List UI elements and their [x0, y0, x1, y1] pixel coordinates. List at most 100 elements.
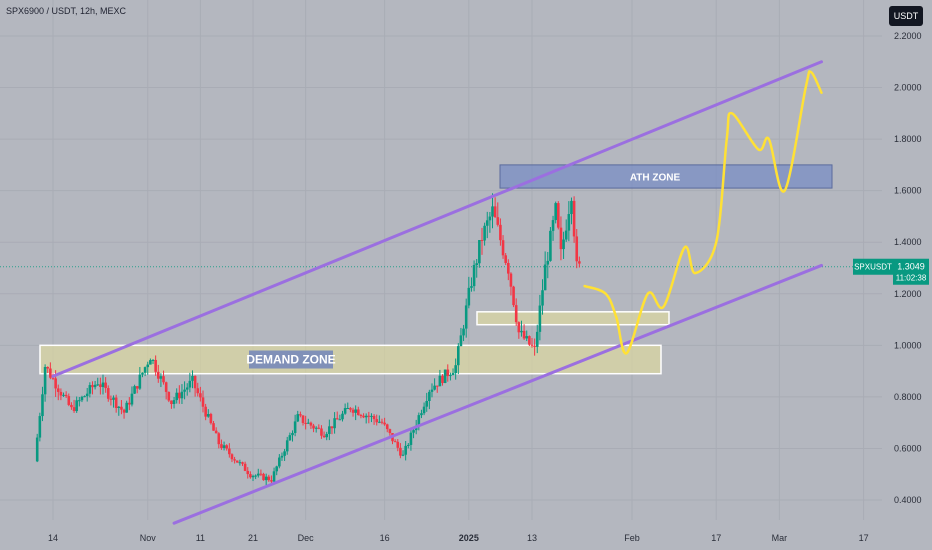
- candle-body: [238, 462, 242, 464]
- candle-body: [312, 425, 315, 429]
- candle-body: [228, 448, 231, 455]
- price-tag-symbol: SPXUSDT: [854, 263, 892, 272]
- price-axis[interactable]: 2.2000 2.0000 1.8000 1.6000 1.4000 1.2000 1.00…: [894, 31, 922, 505]
- candle-body: [325, 433, 329, 438]
- candle-body: [454, 365, 457, 374]
- candle-body: [435, 385, 439, 387]
- candle-body: [301, 415, 305, 423]
- candle-body: [446, 369, 450, 377]
- candle-body: [475, 263, 479, 265]
- candle-body: [278, 457, 281, 467]
- candle-body: [56, 388, 60, 392]
- candle-body: [433, 385, 436, 390]
- candle-body: [401, 454, 405, 456]
- candle-body: [293, 421, 297, 433]
- candle-body: [178, 392, 181, 399]
- candle-body: [370, 415, 373, 417]
- candle-body: [309, 422, 313, 426]
- candle-body: [243, 463, 247, 471]
- candle-body: [341, 413, 344, 420]
- price-tick-label: 1.6000: [894, 186, 922, 196]
- candle-body: [491, 206, 494, 217]
- candle-body: [385, 424, 389, 430]
- candle-body: [172, 400, 176, 405]
- candle-body: [167, 391, 171, 401]
- candle-body: [346, 408, 350, 410]
- ath-zone-label: ATH ZONE: [630, 172, 681, 183]
- candle-body: [362, 415, 365, 418]
- candle-body: [449, 375, 452, 377]
- price-tick-label: 1.8000: [894, 134, 922, 144]
- price-tag-symbol-bg: [853, 258, 893, 275]
- candle-body: [543, 264, 547, 291]
- price-tick-label: 0.8000: [894, 392, 922, 402]
- time-tick-label: 17: [859, 533, 869, 543]
- candle-body: [230, 454, 234, 460]
- candle-body: [351, 409, 355, 413]
- candle-body: [451, 373, 455, 376]
- candle-body: [54, 378, 57, 389]
- time-tick-label: 21: [248, 533, 258, 543]
- candle-body: [530, 344, 534, 346]
- candle-body: [283, 451, 286, 456]
- time-axis[interactable]: 14 Nov 11 21 Dec 16 2025 13 Feb 17 Mar 17: [48, 533, 869, 543]
- candle-body: [254, 475, 257, 477]
- candle-body: [417, 415, 421, 426]
- candle-body: [262, 473, 265, 481]
- candle-body: [122, 409, 126, 413]
- demand-zone-label-bg: [249, 350, 333, 369]
- candle-body: [135, 386, 139, 389]
- candle-body: [412, 430, 415, 433]
- candle-body: [562, 239, 565, 250]
- candle-body: [396, 441, 400, 448]
- candle-body: [41, 394, 44, 417]
- candle-body: [70, 404, 73, 408]
- time-tick-label: 11: [196, 533, 205, 543]
- candle-body: [372, 415, 376, 420]
- candle-body: [480, 240, 484, 242]
- candle-body: [241, 462, 244, 464]
- candle-body: [322, 435, 326, 438]
- time-tick-label: 17: [711, 533, 721, 543]
- candle-body: [85, 393, 89, 397]
- candle-body: [430, 389, 434, 392]
- candle-body: [378, 421, 381, 423]
- candle-body: [49, 368, 52, 378]
- candle-body: [117, 406, 121, 409]
- channel-lines: [51, 60, 823, 525]
- zone-box: [39, 344, 662, 375]
- candle-body: [404, 445, 407, 455]
- candle-body: [35, 437, 39, 462]
- candle-body: [488, 216, 492, 221]
- candle-body: [159, 376, 163, 379]
- candle-body: [517, 322, 521, 333]
- time-tick-label: Feb: [624, 533, 640, 543]
- projection-path: [583, 70, 823, 355]
- candle-body: [496, 217, 500, 225]
- candle-body: [443, 369, 447, 383]
- candle-body: [420, 413, 423, 416]
- candle-body: [214, 430, 218, 434]
- candle-body: [51, 377, 55, 379]
- candle-body: [512, 286, 515, 306]
- candle-body: [164, 382, 168, 392]
- candle-body: [246, 470, 250, 475]
- time-tick-label: 13: [527, 533, 537, 543]
- candle-body: [180, 391, 184, 399]
- candle-body: [209, 414, 213, 424]
- time-tick-label: 14: [48, 533, 58, 543]
- candle-body: [175, 392, 178, 401]
- candle-body: [120, 406, 123, 410]
- candle-body: [375, 419, 379, 423]
- candle-body: [80, 396, 84, 401]
- candle-body: [330, 426, 334, 429]
- candle-body: [114, 397, 118, 409]
- candle-body: [199, 393, 202, 398]
- candle-body: [467, 287, 471, 306]
- currency-button[interactable]: USDT: [889, 6, 923, 26]
- candle-body: [206, 414, 210, 417]
- candle-body: [464, 305, 468, 329]
- candle-body: [393, 441, 397, 443]
- candle-body: [485, 220, 489, 226]
